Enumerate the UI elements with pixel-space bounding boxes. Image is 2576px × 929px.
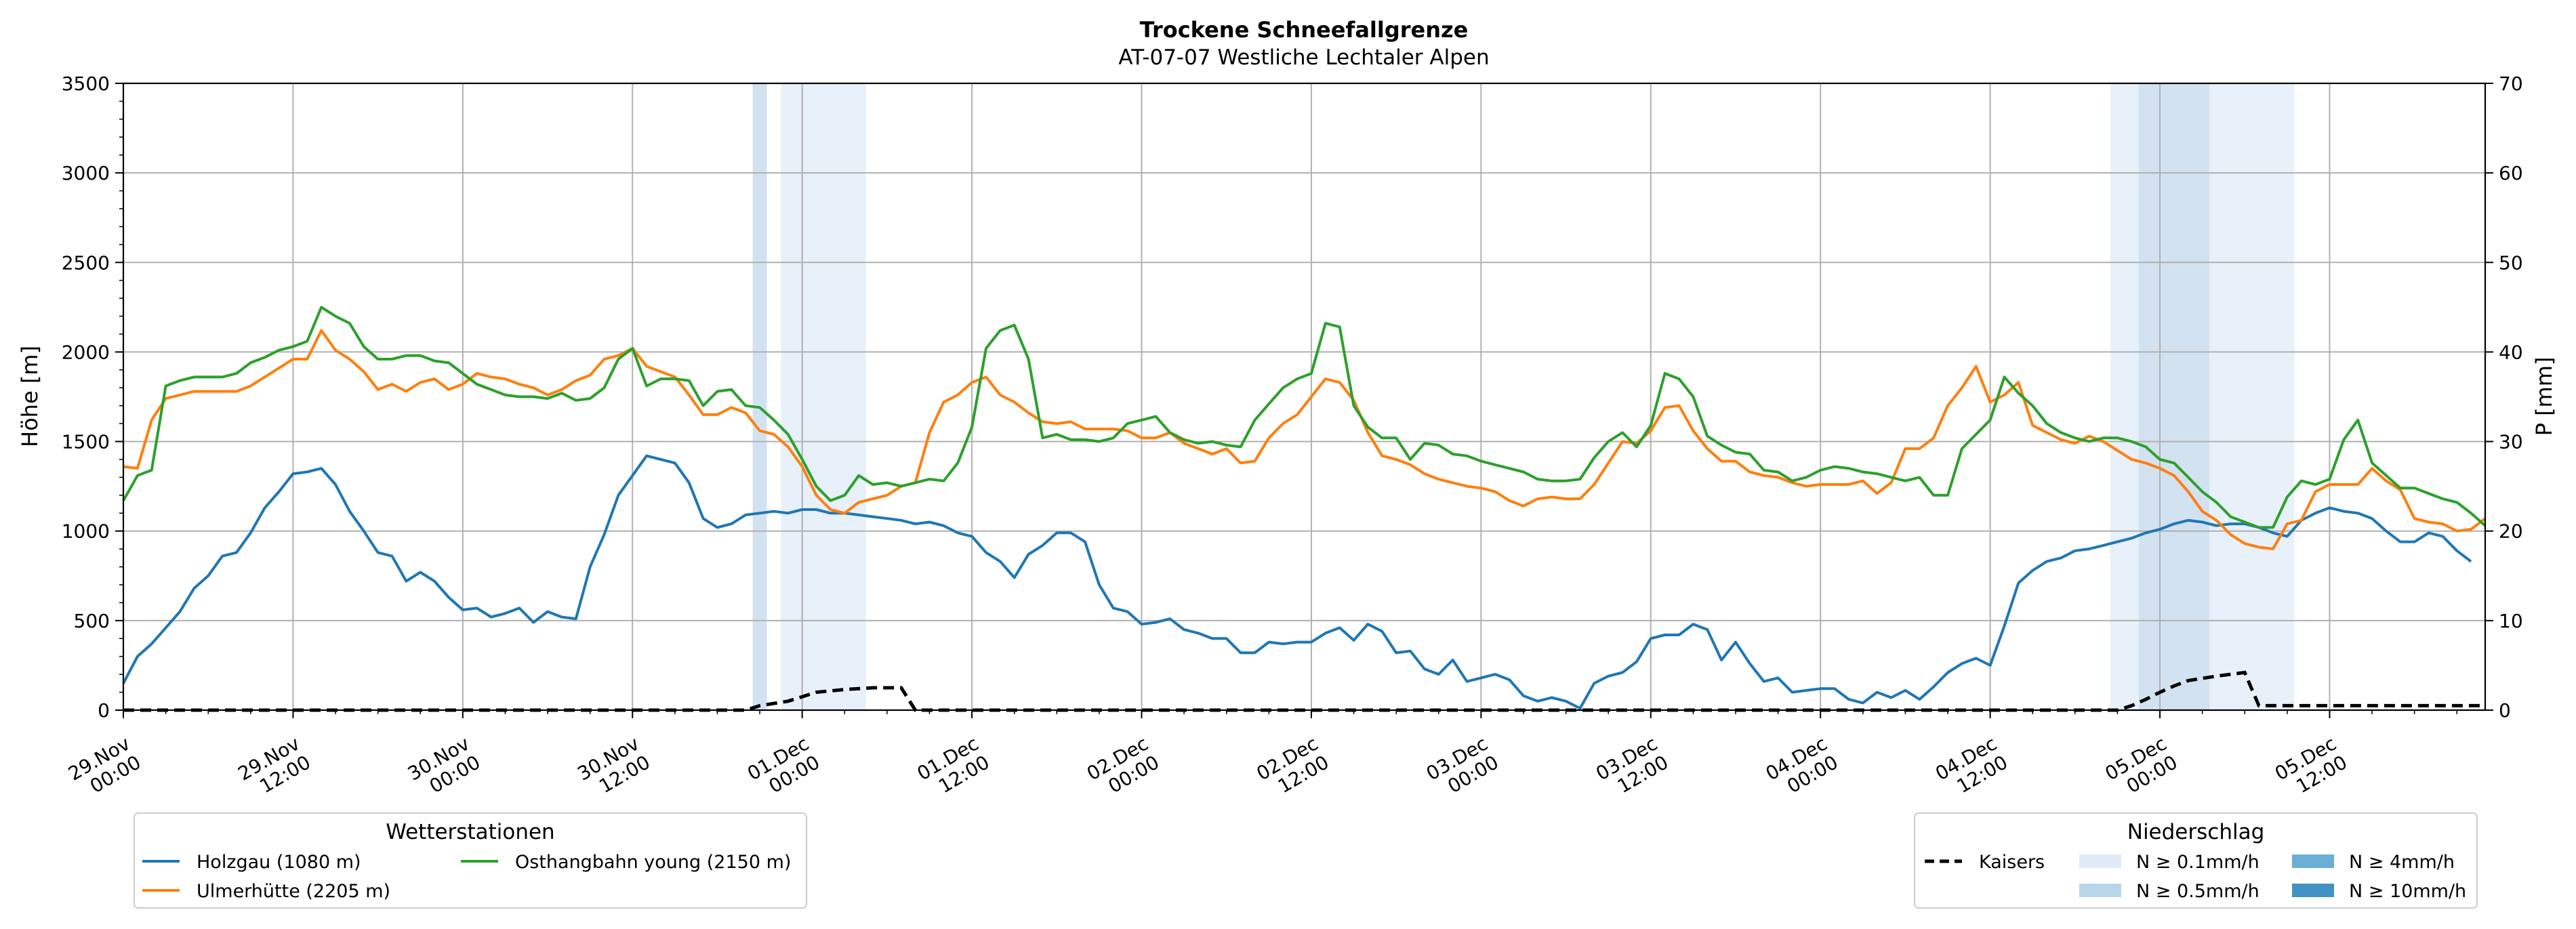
x-tick-label: 30.Nov12:00: [573, 732, 653, 804]
chart-title: Trockene Schneefallgrenze: [1140, 17, 1469, 43]
y-axis-label: Höhe [m]: [17, 346, 43, 447]
legend-label-n4: N ≥ 4mm/h: [2349, 852, 2455, 873]
precip-bands: [752, 83, 2295, 710]
y-tick-label: 3500: [62, 73, 110, 95]
x-tick-label: 03.Dec12:00: [1592, 732, 1672, 804]
precip-band-2: [2110, 83, 2139, 710]
legend-precip-title: Niederschlag: [2127, 820, 2265, 844]
precip-band-3: [2138, 83, 2210, 710]
y2-tick-label: 30: [2499, 431, 2523, 453]
y2-tick-label: 0: [2499, 699, 2511, 722]
x-tick-label: 04.Dec12:00: [1931, 732, 2011, 804]
y-tick-label: 1000: [62, 520, 110, 543]
y2-tick-label: 60: [2499, 162, 2523, 184]
x-tick-label: 04.Dec00:00: [1762, 732, 1842, 804]
series-line-2: [122, 306, 2487, 529]
legend-precip: Niederschlag Kaisers N ≥ 0.1mm/h N ≥ 4mm…: [1914, 812, 2478, 909]
y2-tick-label: 40: [2499, 341, 2523, 363]
x-tick-label: 01.Dec00:00: [743, 732, 823, 804]
y2-tick-label: 50: [2499, 251, 2523, 274]
y-tick-label: 3000: [62, 162, 110, 184]
legend-swatch-n01: [2079, 854, 2121, 868]
y-tick-label: 2000: [62, 341, 110, 363]
y-tick-label: 1500: [62, 431, 110, 453]
series-line-1: [123, 329, 2487, 551]
legend-swatch-n4: [2292, 854, 2334, 868]
legend-stations: Wetterstationen Holzgau (1080 m) Osthang…: [134, 812, 807, 909]
x-tick-label: 03.Dec00:00: [1423, 732, 1502, 804]
legend-stations-title: Wetterstationen: [386, 820, 554, 844]
grid: [123, 83, 2485, 711]
legend-label-n10: N ≥ 10mm/h: [2349, 881, 2466, 902]
x-tick-label: 02.Dec00:00: [1083, 732, 1163, 804]
precip-band-0: [752, 83, 767, 710]
x-tick-label: 29.Nov00:00: [64, 732, 144, 804]
legend-label-n05: N ≥ 0.5mm/h: [2136, 881, 2260, 902]
plot-frame: [122, 82, 2487, 711]
legend-swatch-n05: [2079, 884, 2121, 897]
legend-label-ulmerhuette: Ulmerhütte (2205 m): [197, 881, 390, 902]
x-tick-label: 29.Nov12:00: [234, 732, 314, 804]
legend-label-kaisers: Kaisers: [1979, 852, 2045, 873]
x-tick-label: 30.Nov00:00: [404, 732, 484, 804]
x-tick-label: 05.Dec00:00: [2102, 732, 2182, 804]
y2-tick-label: 70: [2499, 73, 2523, 95]
y2-axis-label: P [mm]: [2531, 357, 2557, 436]
precip-band-1: [781, 83, 866, 710]
legend-label-holzgau: Holzgau (1080 m): [197, 852, 361, 873]
legend-label-n01: N ≥ 0.1mm/h: [2136, 852, 2260, 873]
legend-label-osthangbahn: Osthangbahn young (2150 m): [515, 852, 791, 873]
series-line-0: [122, 454, 2472, 710]
y2-tick-label: 20: [2499, 520, 2523, 543]
y-tick-label: 2500: [62, 251, 110, 274]
x-tick-label: 05.Dec12:00: [2271, 732, 2351, 804]
chart-subtitle: AT-07-07 Westliche Lechtaler Alpen: [1118, 45, 1489, 70]
legend-precip-frame: [1914, 812, 2478, 909]
y-tick-label: 500: [74, 610, 110, 632]
x-tick-label: 01.Dec12:00: [914, 732, 994, 804]
x-tick-label: 02.Dec12:00: [1252, 732, 1332, 804]
legend-swatch-n10: [2292, 884, 2334, 897]
precip-band-4: [2209, 83, 2295, 710]
y2-tick-label: 10: [2499, 610, 2523, 632]
y-tick-label: 0: [98, 699, 110, 722]
